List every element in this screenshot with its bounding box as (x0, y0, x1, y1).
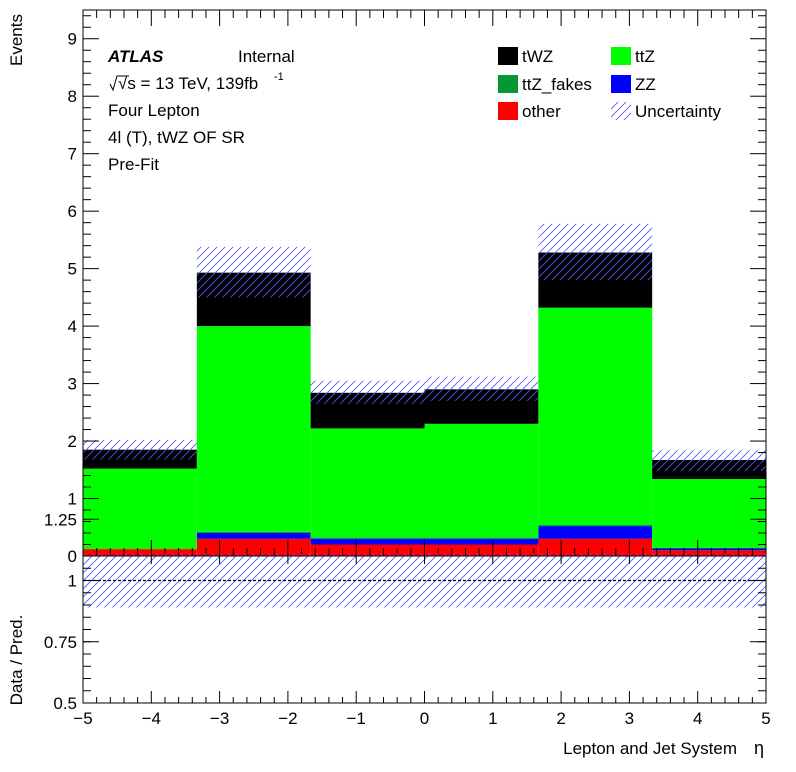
legend-label-uncertainty: Uncertainty (635, 102, 721, 121)
legend: tWZ ttZ ttZ_fakes ZZ other Uncertainty (498, 47, 721, 121)
main-y-tick-label: 6 (68, 202, 77, 221)
uncertainty-bin-3 (424, 376, 539, 401)
bar-ttz-bin-0 (83, 468, 197, 550)
x-tick-label: −3 (210, 709, 229, 728)
stage-label: Pre-Fit (108, 155, 159, 174)
main-y-tick-label: 3 (68, 375, 77, 394)
experiment-label: ATLAS (107, 47, 164, 66)
bar-ttz-bin-3 (424, 423, 539, 538)
main-y-ticks: 0 1 2 3 4 5 6 7 8 9 (68, 15, 766, 566)
x-tick-label: −1 (347, 709, 366, 728)
main-y-tick-label: 5 (68, 260, 77, 279)
bar-ttz-bin-2 (310, 428, 425, 538)
bar-zz-bin-3 (424, 538, 539, 545)
x-tick-label: 0 (420, 709, 429, 728)
x-tick-label: 3 (625, 709, 634, 728)
uncertainty-bin-2 (310, 380, 425, 404)
bar-ttz-bin-4 (538, 307, 653, 525)
legend-swatch-other (498, 102, 518, 120)
x-axis-label: Lepton and Jet System (563, 739, 737, 758)
legend-label-zz: ZZ (635, 75, 656, 94)
legend-swatch-uncertainty (611, 102, 631, 120)
main-y-tick-label: 4 (68, 317, 77, 336)
ratio-panel: 0.5 0.75 1 1.25 −5 −4 −3 −2 −1 0 1 2 3 4 5 Data / Pre… (7, 510, 771, 758)
bar-zz-bin-4 (538, 526, 653, 539)
legend-swatch-twz (498, 47, 518, 65)
channel-label: Four Lepton (108, 101, 200, 120)
x-tick-label: 4 (693, 709, 702, 728)
bar-ttz-fakes-bin-1 (196, 531, 311, 534)
x-tick-label: −2 (278, 709, 297, 728)
uncertainty-band (83, 223, 766, 471)
bar-other-bin-1 (196, 538, 311, 556)
bar-ttz-fakes-bin-4 (538, 524, 653, 527)
main-y-tick-label: 9 (68, 30, 77, 49)
bar-other-bin-3 (424, 544, 539, 556)
ratio-y-axis-label: Data / Pred. (7, 615, 26, 706)
legend-label-other: other (522, 102, 561, 121)
main-y-tick-label: 8 (68, 87, 77, 106)
ratio-y-tick-label: 0.5 (53, 694, 77, 713)
main-y-axis-label: Events (7, 14, 26, 66)
legend-swatch-ttz-fakes (498, 75, 518, 93)
lumi-exponent: -1 (274, 71, 284, 83)
uncertainty-bin-1 (196, 246, 311, 298)
bar-other-bin-0 (83, 549, 197, 556)
main-panel: 0 1 2 3 4 5 6 7 8 9 Events ATLAS Internal √s = 13… (7, 9, 767, 566)
region-label: 4l (T), tWZ OF SR (108, 128, 245, 147)
status-label: Internal (238, 47, 295, 66)
energy-lumi-label: √s = 13 TeV, 139fb (118, 74, 258, 93)
legend-swatch-ttz (611, 47, 631, 65)
bar-ttz-fakes-bin-5 (652, 547, 766, 549)
bar-zz-bin-5 (652, 548, 766, 551)
bar-zz-bin-2 (310, 538, 425, 545)
legend-swatch-zz (611, 75, 631, 93)
ratio-y-tick-label: 1.25 (44, 510, 77, 529)
ratio-y-tick-label: 0.75 (44, 633, 77, 652)
bar-other-bin-5 (652, 550, 766, 556)
bar-ttz-fakes-bin-2 (310, 537, 425, 539)
legend-label-twz: tWZ (522, 47, 553, 66)
x-tick-label: −4 (142, 709, 161, 728)
sqrt-symbol (109, 75, 129, 92)
ratio-y-tick-label: 1 (68, 572, 77, 591)
x-tick-label: 1 (488, 709, 497, 728)
main-y-tick-label: 7 (68, 145, 77, 164)
stacked-bars (83, 252, 766, 556)
main-y-tick-label: 2 (68, 432, 77, 451)
legend-label-ttz: ttZ (635, 47, 655, 66)
bar-ttz-bin-5 (652, 478, 766, 548)
uncertainty-bin-4 (538, 223, 653, 281)
main-y-tick-label: 0 (68, 547, 77, 566)
bar-other-bin-4 (538, 538, 653, 556)
uncertainty-bin-0 (83, 439, 197, 460)
bar-ttz-bin-1 (196, 326, 311, 532)
ratio-x-ticks: −5 −4 −3 −2 −1 0 1 2 3 4 5 (73, 556, 771, 728)
x-tick-label: 2 (556, 709, 565, 728)
bar-ttz-fakes-bin-3 (424, 537, 539, 539)
bar-zz-bin-1 (196, 533, 311, 539)
bar-other-bin-2 (310, 544, 425, 556)
x-tick-label: 5 (761, 709, 770, 728)
ratio-y-ticks: 0.5 0.75 1 1.25 (44, 510, 766, 713)
main-y-tick-label: 1 (68, 490, 77, 509)
uncertainty-bin-5 (652, 450, 766, 471)
x-axis-symbol: η (754, 738, 764, 758)
legend-label-ttz-fakes: ttZ_fakes (522, 75, 592, 94)
x-tick-label: −5 (73, 709, 92, 728)
